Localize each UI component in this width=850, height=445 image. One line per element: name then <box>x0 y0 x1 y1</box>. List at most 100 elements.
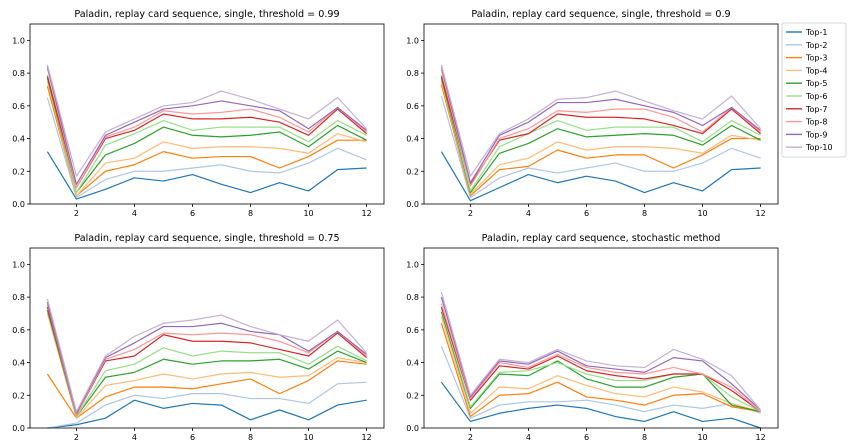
legend-label: Top-4 <box>805 66 827 75</box>
y-tick-label: 1.0 <box>12 260 25 269</box>
legend-label: Top-8 <box>805 118 827 127</box>
x-tick-label: 12 <box>361 209 371 218</box>
x-tick-label: 2 <box>74 433 79 442</box>
y-tick-label: 1.0 <box>406 36 419 45</box>
x-tick-label: 4 <box>526 433 531 442</box>
series-line-top-9 <box>440 296 761 411</box>
y-tick-label: 0.8 <box>12 293 25 302</box>
x-tick-label: 12 <box>755 209 765 218</box>
series-line-top-7 <box>46 76 367 189</box>
x-tick-label: 8 <box>248 209 253 218</box>
series-line-top-2 <box>46 97 367 199</box>
x-tick-label: 12 <box>755 433 765 442</box>
x-tick-label: 10 <box>697 209 707 218</box>
plot-frame <box>423 23 779 205</box>
series-line-top-8 <box>46 303 367 416</box>
y-tick-label: 0.2 <box>12 391 25 400</box>
legend-label: Top-9 <box>805 130 827 139</box>
series-line-top-9 <box>46 301 367 414</box>
x-tick-label: 10 <box>697 433 707 442</box>
y-tick-label: 0.2 <box>406 167 419 176</box>
series-line-top-4 <box>46 313 367 419</box>
series-line-top-10 <box>440 64 762 177</box>
chart-panel-1: Paladin, replay card sequence, single, t… <box>12 9 385 218</box>
x-tick-label: 8 <box>642 209 647 218</box>
plot-frame <box>29 23 385 205</box>
x-tick-label: 2 <box>468 433 473 442</box>
legend-label: Top-10 <box>805 143 833 152</box>
x-tick-label: 6 <box>190 209 195 218</box>
y-tick-label: 1.0 <box>406 260 419 269</box>
x-tick-label: 12 <box>361 433 371 442</box>
chart-title: Paladin, replay card sequence, stochasti… <box>482 233 721 244</box>
x-tick-label: 4 <box>526 209 531 218</box>
series-line-top-1 <box>440 381 761 429</box>
y-tick-label: 0.0 <box>12 200 25 209</box>
series-line-top-4 <box>440 316 761 414</box>
series-line-top-8 <box>46 68 367 189</box>
y-tick-label: 0.2 <box>12 167 25 176</box>
plot-frame <box>29 247 385 429</box>
y-tick-label: 0.8 <box>406 69 419 78</box>
x-tick-label: 10 <box>303 433 313 442</box>
legend-label: Top-5 <box>805 79 827 88</box>
series-line-top-7 <box>46 306 367 416</box>
series-line-top-5 <box>46 77 367 194</box>
series-line-top-3 <box>46 360 367 419</box>
chart-panel-3: Paladin, replay card sequence, single, t… <box>12 233 385 442</box>
x-tick-label: 8 <box>642 433 647 442</box>
x-tick-label: 2 <box>468 209 473 218</box>
plot-frame <box>423 247 779 429</box>
y-tick-label: 0.6 <box>12 102 25 111</box>
series-line-top-5 <box>440 311 761 413</box>
x-tick-label: 6 <box>190 433 195 442</box>
series-line-top-3 <box>440 323 761 418</box>
x-tick-label: 4 <box>132 209 137 218</box>
legend: Top-1 Top-2 Top-3 Top-4 Top-5 Top-6 Top-7 Top-8… <box>781 22 847 158</box>
series-line-top-4 <box>46 81 367 197</box>
chart-title: Paladin, replay card sequence, single, t… <box>74 9 339 20</box>
charts-layer: Paladin, replay card sequence, single, t… <box>12 9 779 442</box>
y-tick-label: 0.6 <box>406 326 419 335</box>
x-tick-label: 8 <box>248 433 253 442</box>
y-tick-label: 1.0 <box>12 36 25 45</box>
series-line-top-10 <box>440 292 762 411</box>
y-tick-label: 0.8 <box>12 69 25 78</box>
series-line-top-8 <box>440 69 761 187</box>
legend-label: Top-6 <box>805 92 827 101</box>
y-tick-label: 0.0 <box>406 200 419 209</box>
series-line-top-4 <box>440 81 761 195</box>
series-line-top-1 <box>440 151 761 202</box>
x-tick-label: 6 <box>584 433 589 442</box>
y-tick-label: 0.4 <box>12 135 25 144</box>
series-line-top-10 <box>46 298 368 413</box>
x-tick-label: 10 <box>303 209 313 218</box>
series-line-top-1 <box>46 151 367 200</box>
series-line-top-8 <box>440 303 761 413</box>
legend-label: Top-3 <box>805 54 827 63</box>
y-tick-label: 0.0 <box>12 424 25 433</box>
legend-label: Top-2 <box>805 41 827 50</box>
series-line-top-3 <box>440 84 761 197</box>
series-line-top-2 <box>440 95 761 199</box>
y-tick-label: 0.2 <box>406 391 419 400</box>
y-tick-label: 0.4 <box>406 359 419 368</box>
y-tick-label: 0.4 <box>12 359 25 368</box>
series-line-top-1 <box>47 399 367 429</box>
legend-label: Top-1 <box>805 28 827 37</box>
series-line-top-6 <box>46 305 367 418</box>
series-line-top-7 <box>440 76 761 185</box>
series-line-top-9 <box>46 66 367 185</box>
series-line-top-2 <box>47 381 367 429</box>
y-tick-label: 0.4 <box>406 135 419 144</box>
series-line-top-3 <box>46 86 367 197</box>
y-tick-label: 0.6 <box>12 326 25 335</box>
y-tick-label: 0.6 <box>406 102 419 111</box>
legend-box <box>781 22 847 158</box>
chart-panel-4: Paladin, replay card sequence, stochasti… <box>406 233 779 442</box>
legend-label: Top-7 <box>805 105 827 114</box>
x-tick-label: 4 <box>132 433 137 442</box>
chart-panel-2: Paladin, replay card sequence, single, t… <box>406 9 779 218</box>
series-line-top-6 <box>440 308 761 413</box>
